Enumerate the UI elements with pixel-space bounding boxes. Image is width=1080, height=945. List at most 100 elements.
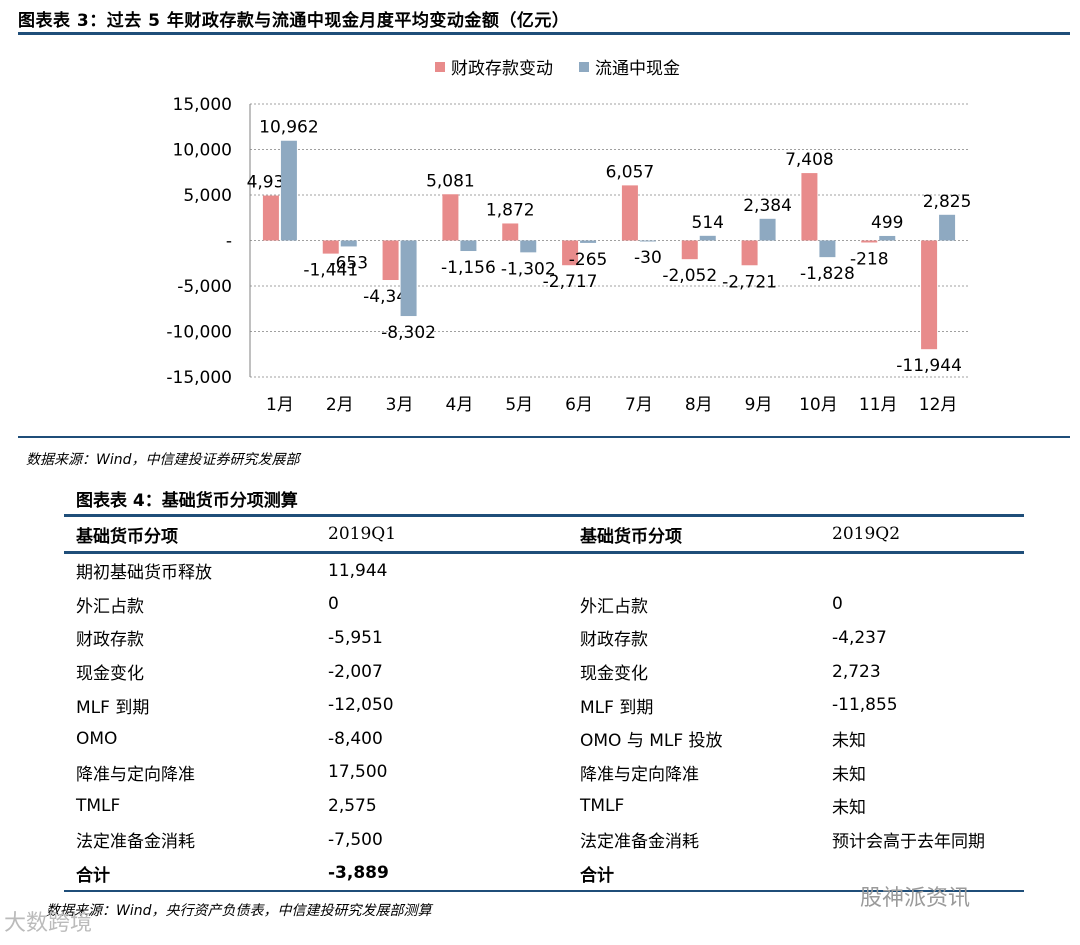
bar-currency-in-circulation [879,235,896,241]
x-tick-label: 9月 [745,395,773,415]
x-tick-label: 6月 [565,395,593,415]
bar-fiscal-deposit [861,240,878,243]
bar-fiscal-deposit [562,240,579,266]
chart-bottom-rule [18,436,1070,438]
table-row: 期初基础货币释放 11,944 [64,553,1024,588]
table-cell: 法定准备金消耗 [580,832,699,853]
data-label-cash: -653 [329,253,368,273]
table-cell: 未知 [832,798,866,819]
y-tick-label: - [226,232,232,252]
table-cell: 财政存款 [580,630,648,651]
table-cell: MLF 到期 [76,697,150,718]
y-tick-label: -5,000 [177,277,232,297]
table-cell: -4,237 [832,627,887,648]
data-label-cash: -1,828 [800,264,855,284]
data-label-cash: -8,302 [381,323,436,343]
table-cell: OMO [76,728,118,749]
table-cell: 降准与定向降准 [76,764,195,785]
bar-fiscal-deposit [442,194,459,241]
table-cell: -5,951 [328,627,383,648]
total-cell: -3,889 [316,856,568,892]
table-cell: 外汇占款 [76,596,144,617]
table-cell: -8,400 [328,728,383,749]
bar-currency-in-circulation [759,218,776,241]
bar-currency-in-circulation [939,214,956,241]
table-cell: -12,050 [328,695,394,716]
data-label-cash: 10,962 [259,118,318,138]
header-item-q1: 基础货币分项 [64,514,316,554]
table-cell: -7,500 [328,829,383,850]
table-row: 法定准备金消耗 -7,500 法定准备金消耗 预计会高于去年同期 [64,823,1024,857]
data-label-fiscal: 5,081 [426,171,475,191]
table-total-row: 合计 -3,889 合计 [64,856,1024,892]
table-header-row: 基础货币分项 2019Q1 基础货币分项 2019Q2 [64,514,1024,554]
header-2019q2: 2019Q2 [820,514,1024,554]
x-tick-label: 10月 [799,395,838,415]
legend-item-fiscal: 财政存款变动 [435,54,553,79]
table-cell: 未知 [832,731,866,752]
title-rule [18,32,1070,35]
data-label-fiscal: -1,441 [303,261,358,281]
bar-currency-in-circulation [819,240,836,258]
header-2019q1: 2019Q1 [316,514,568,554]
bar-fiscal-deposit [382,240,399,281]
table-cell [568,553,820,588]
table-cell [820,553,1024,588]
data-label-fiscal: 6,057 [606,162,655,182]
corner-watermark: 大数跨境 [4,911,93,936]
total-cell: 合计 [568,856,820,892]
y-tick-label: 15,000 [173,95,232,115]
bar-fiscal-deposit [801,173,818,241]
data-label-fiscal: -2,052 [662,266,717,286]
table-cell: 预计会高于去年同期 [832,832,985,853]
table-row: 财政存款 -5,951 财政存款 -4,237 [64,621,1024,655]
bar-currency-in-circulation [460,240,477,252]
table-row: 外汇占款 0 外汇占款 0 [64,588,1024,622]
bar-currency-in-circulation [639,240,656,242]
legend-swatch-fiscal [435,61,445,72]
figure-4-title: 图表表 4：基础货币分项测算 [76,491,298,511]
figure-4-source: 数据来源：Wind，央行资产负债表，中信建投研究发展部测算 [46,903,432,919]
y-tick-label: -10,000 [166,323,232,343]
table-cell: 降准与定向降准 [580,764,699,785]
wechat-watermark: 股神派资讯 [860,886,971,911]
data-label-cash: -265 [569,250,608,270]
bar-fiscal-deposit [921,240,938,350]
table-cell: 期初基础货币释放 [76,563,212,584]
total-cell: 合计 [64,856,316,892]
data-label-fiscal: -2,721 [722,272,777,292]
table-cell: OMO 与 MLF 投放 [580,731,723,752]
legend-label-cash: 流通中现金 [595,59,680,79]
bar-chart: 15,000 10,000 5,000 - -5,000 -10,000 -15,000 1月… [166,95,971,415]
table-row: OMO -8,400 OMO 与 MLF 投放 未知 [64,722,1024,756]
data-label-cash: 514 [692,213,724,233]
data-label-cash: -1,156 [441,258,496,278]
header-item-q2: 基础货币分项 [568,514,820,554]
bar-currency-in-circulation [699,235,716,241]
y-tick-label: 5,000 [183,186,232,206]
bar-currency-in-circulation [400,240,417,317]
table-cell: 0 [328,594,339,615]
bar-currency-in-circulation [280,140,297,241]
table-cell: TMLF [76,795,121,816]
legend-item-cash: 流通中现金 [579,54,680,79]
data-label-cash: 499 [871,213,903,233]
table-cell: TMLF [580,795,625,816]
table-cell: 2,575 [328,795,377,816]
bar-fiscal-deposit [621,185,638,241]
table-row: 降准与定向降准 17,500 降准与定向降准 未知 [64,756,1024,790]
table-cell: MLF 到期 [580,697,654,718]
figure-3-source: 数据来源：Wind，中信建投证券研究发展部 [26,452,300,468]
table-row: MLF 到期 -12,050 MLF 到期 -11,855 [64,688,1024,722]
chart-legend: 财政存款变动 流通中现金 [435,54,706,79]
data-label-fiscal: -218 [850,249,889,269]
data-label-cash: -30 [634,248,662,268]
x-tick-label: 1月 [266,395,294,415]
x-tick-label: 5月 [505,395,533,415]
bar-currency-in-circulation [580,240,597,243]
bar-fiscal-deposit [681,240,698,260]
x-tick-label: 3月 [386,395,414,415]
data-label-fiscal: 7,408 [785,150,834,170]
table-cell: -2,007 [328,661,383,682]
table-row: TMLF 2,575 TMLF 未知 [64,789,1024,823]
